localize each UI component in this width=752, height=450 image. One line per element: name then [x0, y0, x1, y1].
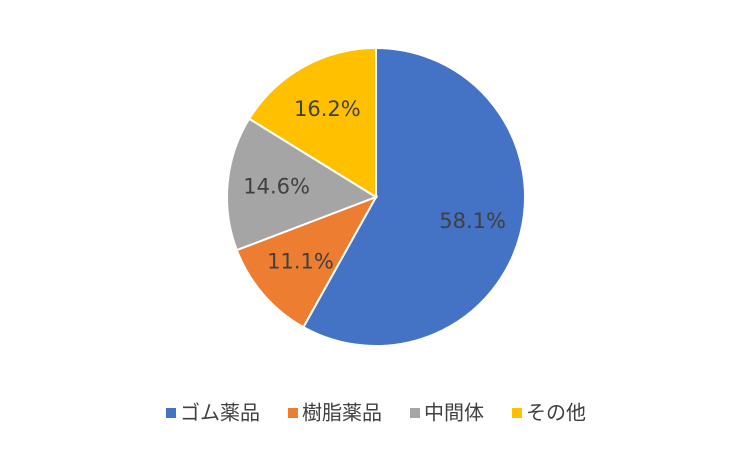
value-label: 14.6%: [243, 175, 310, 199]
legend-label: 樹脂薬品: [302, 401, 382, 425]
legend-label: その他: [526, 401, 586, 425]
value-label: 58.1%: [439, 209, 506, 233]
pie-slice: [247, 46, 377, 199]
pie-slice: [226, 117, 379, 252]
legend-swatch: [410, 408, 420, 418]
pie-slice: [235, 195, 379, 329]
legend-swatch: [512, 408, 522, 418]
legend-label: 中間体: [424, 401, 484, 425]
value-label: 16.2%: [294, 97, 361, 121]
value-label: 11.1%: [267, 249, 334, 273]
legend-swatch: [166, 408, 176, 418]
legend-label: ゴム薬品: [180, 401, 260, 425]
legend-swatch: [288, 408, 298, 418]
pie-slice: [302, 46, 526, 347]
